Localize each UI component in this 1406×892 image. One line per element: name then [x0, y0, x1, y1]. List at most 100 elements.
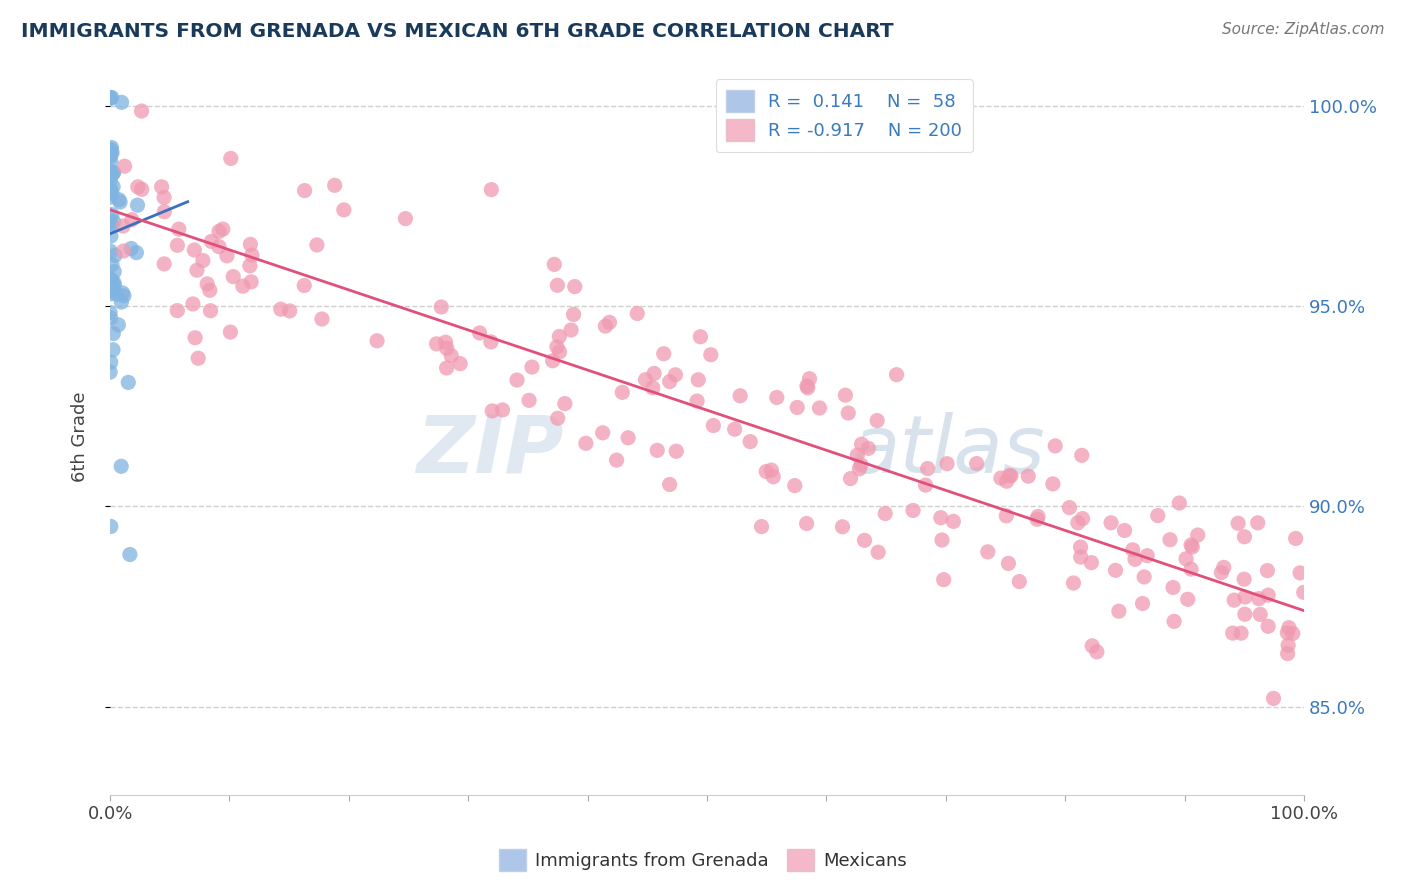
Point	[797, 381, 820, 395]
Point	[520, 360, 543, 375]
Point	[1114, 524, 1136, 538]
Point	[103, 326, 125, 341]
Point	[839, 472, 862, 486]
Point	[652, 347, 675, 361]
Point	[645, 443, 668, 458]
Point	[1159, 533, 1181, 547]
Point	[1133, 570, 1156, 584]
Text: IMMIGRANTS FROM GRENADA VS MEXICAN 6TH GRADE CORRELATION CHART: IMMIGRANTS FROM GRENADA VS MEXICAN 6TH G…	[21, 22, 894, 41]
Point	[110, 459, 132, 474]
Point	[481, 404, 503, 418]
Point	[278, 304, 301, 318]
Point	[1161, 581, 1184, 595]
Point	[167, 222, 190, 236]
Point	[394, 211, 416, 226]
Point	[436, 341, 458, 355]
Point	[195, 277, 218, 291]
Point	[1281, 626, 1303, 640]
Point	[796, 379, 818, 393]
Point	[98, 305, 121, 319]
Point	[700, 348, 723, 362]
Point	[543, 257, 565, 271]
Point	[866, 413, 889, 427]
Point	[1187, 528, 1209, 542]
Point	[849, 458, 872, 472]
Point	[98, 173, 121, 187]
Point	[125, 245, 148, 260]
Point	[917, 461, 939, 475]
Point	[1070, 549, 1092, 564]
Point	[995, 474, 1018, 488]
Point	[617, 431, 640, 445]
Point	[834, 388, 856, 402]
Point	[98, 164, 121, 178]
Point	[1168, 496, 1191, 510]
Point	[311, 312, 333, 326]
Point	[200, 235, 222, 249]
Point	[548, 345, 571, 359]
Point	[1292, 585, 1315, 599]
Point	[100, 147, 122, 161]
Point	[1070, 540, 1092, 554]
Text: atlas: atlas	[851, 411, 1045, 490]
Point	[1026, 509, 1049, 524]
Point	[153, 204, 176, 219]
Point	[219, 152, 242, 166]
Point	[101, 145, 124, 160]
Point	[1045, 439, 1067, 453]
Point	[436, 361, 458, 376]
Point	[98, 150, 121, 164]
Point	[658, 375, 681, 389]
Point	[184, 331, 207, 345]
Point	[294, 184, 316, 198]
Point	[333, 202, 356, 217]
Point	[1247, 591, 1270, 606]
Point	[103, 264, 125, 278]
Point	[100, 310, 122, 325]
Point	[292, 278, 315, 293]
Point	[1181, 540, 1204, 554]
Point	[111, 219, 134, 233]
Point	[606, 453, 628, 467]
Point	[796, 516, 818, 531]
Point	[100, 184, 122, 198]
Point	[592, 425, 614, 440]
Point	[239, 259, 262, 273]
Point	[1180, 562, 1202, 576]
Point	[449, 357, 471, 371]
Point	[1234, 590, 1257, 604]
Point	[434, 335, 457, 350]
Point	[186, 263, 208, 277]
Point	[103, 165, 125, 179]
Point	[686, 394, 709, 409]
Point	[211, 222, 233, 236]
Point	[222, 269, 245, 284]
Point	[100, 244, 122, 259]
Point	[1249, 607, 1271, 622]
Point	[1233, 607, 1256, 622]
Point	[1223, 593, 1246, 607]
Point	[595, 319, 617, 334]
Point	[110, 295, 132, 310]
Point	[100, 519, 122, 533]
Point	[1278, 621, 1301, 635]
Point	[786, 401, 808, 415]
Point	[848, 462, 870, 476]
Point	[98, 286, 121, 301]
Point	[1177, 592, 1199, 607]
Point	[995, 508, 1018, 523]
Point	[765, 391, 787, 405]
Point	[1081, 639, 1104, 653]
Point	[219, 325, 242, 339]
Point	[541, 353, 564, 368]
Point	[755, 465, 778, 479]
Point	[100, 207, 122, 221]
Point	[665, 444, 688, 458]
Point	[100, 277, 122, 292]
Point	[702, 418, 724, 433]
Point	[997, 557, 1019, 571]
Point	[1247, 516, 1270, 530]
Point	[98, 91, 121, 105]
Point	[1227, 516, 1250, 531]
Point	[1062, 576, 1084, 591]
